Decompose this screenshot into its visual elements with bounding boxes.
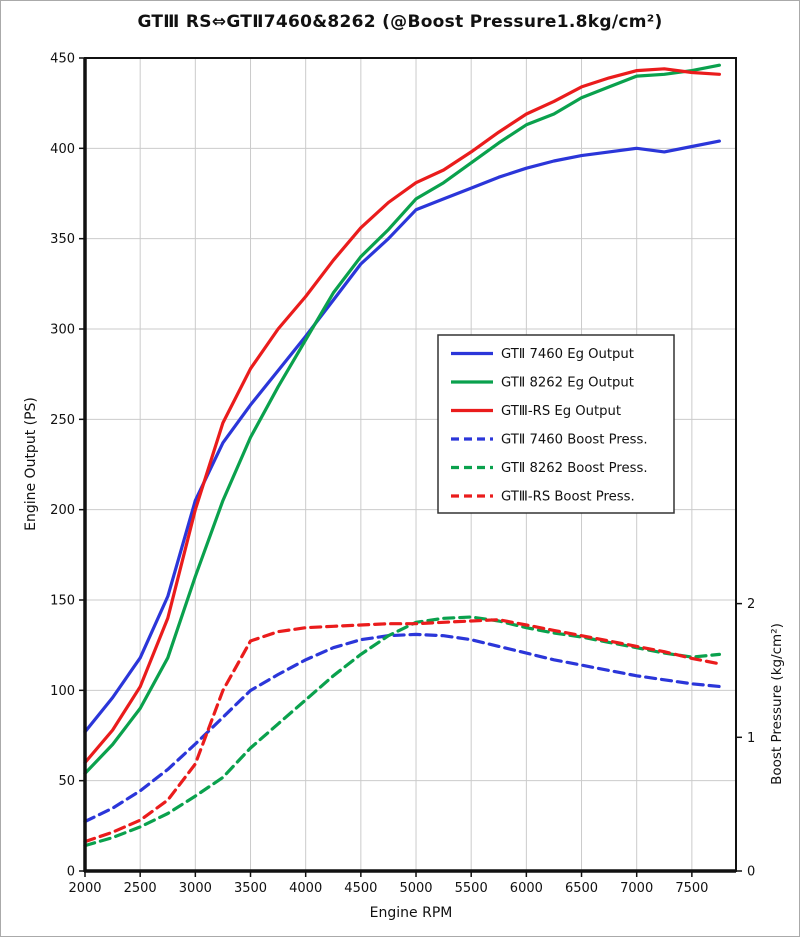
x-tick-label: 4000 bbox=[289, 881, 322, 896]
x-tick-label: 7000 bbox=[620, 881, 653, 896]
x-tick-label: 3000 bbox=[179, 881, 212, 896]
series-line-4 bbox=[83, 615, 722, 848]
series-line-1 bbox=[83, 63, 722, 776]
x-tick-label: 4500 bbox=[344, 881, 377, 896]
x-tick-label: 2000 bbox=[68, 881, 101, 896]
series-line-3 bbox=[83, 632, 722, 824]
y-right-tick-label: 2 bbox=[747, 597, 755, 612]
y-right-tick-label: 1 bbox=[747, 731, 755, 746]
legend-label-0: GTⅡ 7460 Eg Output bbox=[501, 347, 634, 362]
y-right-tick-label: 0 bbox=[747, 865, 755, 880]
y-left-tick-label: 100 bbox=[50, 684, 75, 699]
x-tick-label: 5000 bbox=[399, 881, 432, 896]
legend-box bbox=[437, 334, 675, 514]
y-left-tick-label: 150 bbox=[50, 594, 75, 609]
x-tick-label: 6000 bbox=[510, 881, 543, 896]
series-line-2 bbox=[83, 67, 722, 765]
chart-title: GTⅢ RS⇔GTⅡ7460&8262 (@Boost Pressure1.8k… bbox=[137, 12, 663, 32]
x-tick-label: 2500 bbox=[124, 881, 157, 896]
y-left-tick-label: 250 bbox=[50, 413, 75, 428]
x-tick-label: 6500 bbox=[565, 881, 598, 896]
y-left-tick-label: 0 bbox=[67, 865, 75, 880]
x-tick-label: 7500 bbox=[675, 881, 708, 896]
y-left-tick-label: 450 bbox=[50, 52, 75, 67]
x-tick-label: 5500 bbox=[455, 881, 488, 896]
legend-label-2: GTⅢ-RS Eg Output bbox=[501, 404, 621, 419]
series-line-5 bbox=[83, 618, 722, 844]
x-tick-label: 3500 bbox=[234, 881, 267, 896]
legend-label-3: GTⅡ 7460 Boost Press. bbox=[501, 433, 648, 448]
y-left-tick-label: 300 bbox=[50, 323, 75, 338]
legend-label-5: GTⅢ-RS Boost Press. bbox=[501, 490, 635, 505]
y-left-tick-label: 400 bbox=[50, 142, 75, 157]
y-left-tick-label: 50 bbox=[58, 774, 75, 789]
x-axis-title: Engine RPM bbox=[369, 905, 453, 921]
y-left-tick-label: 350 bbox=[50, 232, 75, 247]
y-left-tick-label: 200 bbox=[50, 503, 75, 518]
legend-label-4: GTⅡ 8262 Boost Press. bbox=[501, 461, 648, 476]
series-line-0 bbox=[83, 139, 722, 734]
legend-label-1: GTⅡ 8262 Eg Output bbox=[501, 376, 634, 391]
